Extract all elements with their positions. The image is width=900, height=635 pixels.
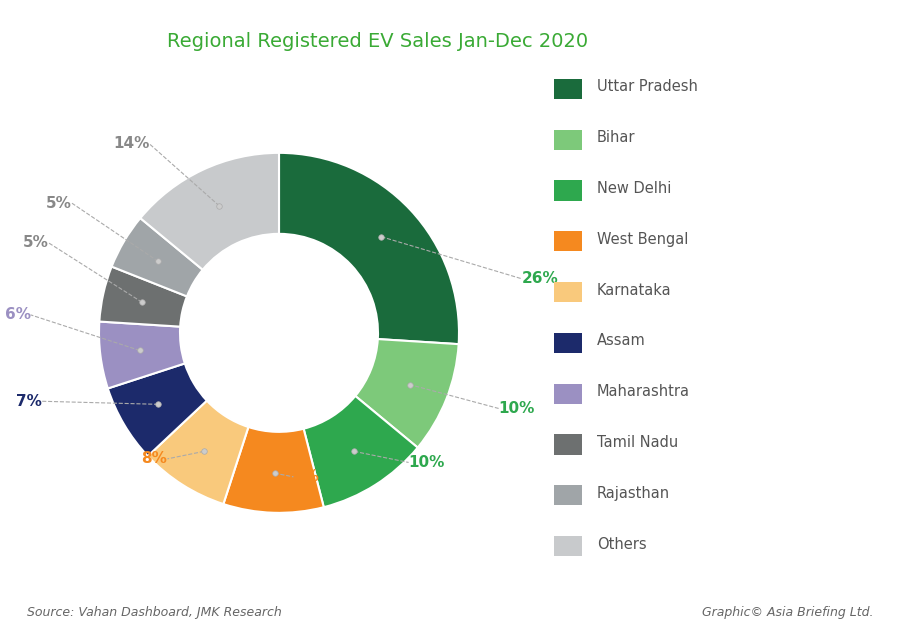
- Text: West Bengal: West Bengal: [597, 232, 688, 247]
- Wedge shape: [140, 153, 279, 270]
- Wedge shape: [99, 267, 187, 326]
- Text: Bihar: Bihar: [597, 130, 635, 145]
- Text: 26%: 26%: [522, 271, 559, 286]
- Text: 6%: 6%: [4, 307, 31, 323]
- Text: Source: Vahan Dashboard, JMK Research: Source: Vahan Dashboard, JMK Research: [27, 606, 282, 619]
- Wedge shape: [108, 363, 207, 456]
- Text: Karnataka: Karnataka: [597, 283, 671, 298]
- Wedge shape: [99, 321, 184, 389]
- Text: 8%: 8%: [141, 451, 167, 466]
- Text: 10%: 10%: [409, 455, 445, 470]
- Text: 10%: 10%: [499, 401, 535, 416]
- Text: Regional Registered EV Sales Jan-Dec 2020: Regional Registered EV Sales Jan-Dec 202…: [167, 32, 589, 51]
- Text: Tamil Nadu: Tamil Nadu: [597, 435, 678, 450]
- Text: Assam: Assam: [597, 333, 645, 349]
- Text: Maharashtra: Maharashtra: [597, 384, 689, 399]
- Text: New Delhi: New Delhi: [597, 181, 671, 196]
- Text: Others: Others: [597, 537, 646, 552]
- Text: 9%: 9%: [293, 469, 320, 485]
- Wedge shape: [148, 401, 248, 504]
- Wedge shape: [303, 396, 418, 507]
- Wedge shape: [223, 427, 324, 513]
- Text: 14%: 14%: [113, 137, 149, 151]
- Wedge shape: [356, 339, 459, 448]
- Text: 5%: 5%: [22, 236, 49, 250]
- Text: Graphic© Asia Briefing Ltd.: Graphic© Asia Briefing Ltd.: [701, 606, 873, 619]
- Wedge shape: [112, 218, 202, 297]
- Text: 5%: 5%: [46, 196, 72, 211]
- Text: 7%: 7%: [15, 394, 41, 409]
- Text: Rajasthan: Rajasthan: [597, 486, 670, 501]
- Wedge shape: [279, 153, 459, 344]
- Text: Uttar Pradesh: Uttar Pradesh: [597, 79, 698, 95]
